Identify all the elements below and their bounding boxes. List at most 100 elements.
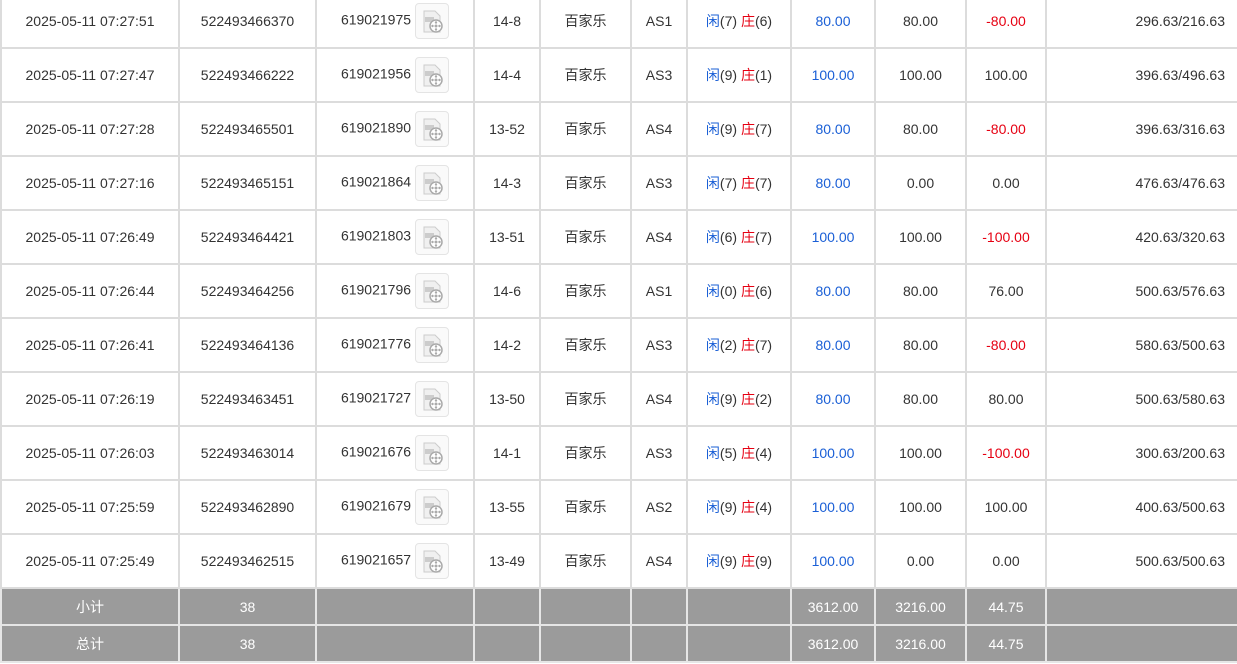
video-replay-icon[interactable] — [415, 435, 450, 471]
win-loss: -100.00 — [965, 209, 1047, 265]
banker-label: 庄 — [740, 13, 755, 29]
game-type: 百家乐 — [539, 0, 632, 49]
table-name: AS2 — [630, 479, 688, 535]
table-name: AS3 — [630, 317, 688, 373]
shoe-hand: 14-3 — [473, 155, 541, 211]
result-cell: 闲(7) 庄(7) — [686, 155, 792, 211]
win-loss: 0.00 — [965, 155, 1047, 211]
bet-time: 2025-05-11 07:26:19 — [0, 371, 180, 427]
player-label: 闲 — [705, 391, 720, 407]
video-replay-icon[interactable] — [415, 327, 450, 363]
banker-score: (9) — [754, 553, 773, 569]
valid-bet: 100.00 — [874, 47, 967, 103]
result-cell: 闲(9) 庄(2) — [686, 371, 792, 427]
bet-time: 2025-05-11 07:27:47 — [0, 47, 180, 103]
table-name: AS1 — [630, 0, 688, 49]
round-number: 619021890 — [340, 119, 412, 136]
player-label: 闲 — [705, 13, 720, 29]
balance-before-after: 296.63/216.63 — [1045, 0, 1237, 49]
table-name: AS3 — [630, 47, 688, 103]
banker-score: (7) — [754, 229, 773, 245]
bet-time: 2025-05-11 07:26:49 — [0, 209, 180, 265]
result-cell: 闲(2) 庄(7) — [686, 317, 792, 373]
bet-number: 522493464256 — [178, 263, 317, 319]
player-label: 闲 — [705, 67, 720, 83]
video-replay-icon[interactable] — [415, 543, 450, 579]
table-row: 2025-05-11 07:26:19 522493463451 6190217… — [0, 371, 1237, 427]
win-loss: -80.00 — [965, 101, 1047, 157]
table-row: 2025-05-11 07:26:49 522493464421 6190218… — [0, 209, 1237, 265]
result-cell: 闲(7) 庄(6) — [686, 0, 792, 49]
win-loss: -80.00 — [965, 0, 1047, 49]
result-cell: 闲(9) 庄(9) — [686, 533, 792, 589]
banker-label: 庄 — [740, 283, 755, 299]
video-replay-icon[interactable] — [415, 57, 450, 93]
valid-bet: 80.00 — [874, 263, 967, 319]
banker-score: (6) — [754, 283, 773, 299]
video-replay-icon[interactable] — [415, 273, 450, 309]
player-label: 闲 — [705, 553, 720, 569]
round-cell: 619021796 — [315, 263, 475, 319]
player-label: 闲 — [705, 229, 720, 245]
win-loss: 0.00 — [965, 533, 1047, 589]
video-replay-icon[interactable] — [415, 165, 450, 201]
footer-count: 38 — [178, 624, 317, 663]
shoe-hand: 14-4 — [473, 47, 541, 103]
player-score: (7) — [719, 175, 738, 191]
balance-before-after: 500.63/580.63 — [1045, 371, 1237, 427]
table-row: 2025-05-11 07:26:03 522493463014 6190216… — [0, 425, 1237, 481]
table-name: AS1 — [630, 263, 688, 319]
round-cell: 619021890 — [315, 101, 475, 157]
banker-score: (7) — [754, 175, 773, 191]
shoe-hand: 13-55 — [473, 479, 541, 535]
round-number: 619021776 — [340, 335, 412, 352]
result-cell: 闲(9) 庄(4) — [686, 479, 792, 535]
bet-time: 2025-05-11 07:27:28 — [0, 101, 180, 157]
balance-before-after: 396.63/496.63 — [1045, 47, 1237, 103]
round-cell: 619021676 — [315, 425, 475, 481]
player-label: 闲 — [705, 121, 720, 137]
bet-number: 522493463451 — [178, 371, 317, 427]
bet-amount: 100.00 — [790, 47, 876, 103]
win-loss: 80.00 — [965, 371, 1047, 427]
video-replay-icon[interactable] — [415, 489, 450, 525]
player-label: 闲 — [705, 499, 720, 515]
round-cell: 619021657 — [315, 533, 475, 589]
shoe-hand: 13-52 — [473, 101, 541, 157]
table-row: 2025-05-11 07:26:41 522493464136 6190217… — [0, 317, 1237, 373]
valid-bet: 80.00 — [874, 101, 967, 157]
banker-label: 庄 — [740, 445, 755, 461]
table-row: 2025-05-11 07:27:51 522493466370 6190219… — [0, 0, 1237, 49]
bet-number: 522493462890 — [178, 479, 317, 535]
win-loss: -100.00 — [965, 425, 1047, 481]
win-loss: 100.00 — [965, 47, 1047, 103]
bet-amount: 80.00 — [790, 263, 876, 319]
banker-label: 庄 — [740, 391, 755, 407]
video-replay-icon[interactable] — [415, 3, 450, 39]
game-type: 百家乐 — [539, 155, 632, 211]
banker-score: (4) — [754, 499, 773, 515]
table-row: 2025-05-11 07:26:44 522493464256 6190217… — [0, 263, 1237, 319]
shoe-hand: 13-49 — [473, 533, 541, 589]
table-name: AS3 — [630, 425, 688, 481]
player-score: (9) — [719, 499, 738, 515]
valid-bet: 80.00 — [874, 317, 967, 373]
bet-time: 2025-05-11 07:26:44 — [0, 263, 180, 319]
table-name: AS3 — [630, 155, 688, 211]
shoe-hand: 13-50 — [473, 371, 541, 427]
balance-before-after: 400.63/500.63 — [1045, 479, 1237, 535]
banker-label: 庄 — [740, 67, 755, 83]
player-score: (2) — [719, 337, 738, 353]
round-number: 619021803 — [340, 227, 412, 244]
bet-amount: 80.00 — [790, 155, 876, 211]
round-cell: 619021864 — [315, 155, 475, 211]
video-replay-icon[interactable] — [415, 381, 450, 417]
video-replay-icon[interactable] — [415, 111, 450, 147]
footer-bet: 3612.00 — [790, 587, 876, 626]
video-replay-icon[interactable] — [415, 219, 450, 255]
bet-amount: 80.00 — [790, 371, 876, 427]
game-type: 百家乐 — [539, 533, 632, 589]
round-number: 619021657 — [340, 551, 412, 568]
banker-score: (2) — [754, 391, 773, 407]
